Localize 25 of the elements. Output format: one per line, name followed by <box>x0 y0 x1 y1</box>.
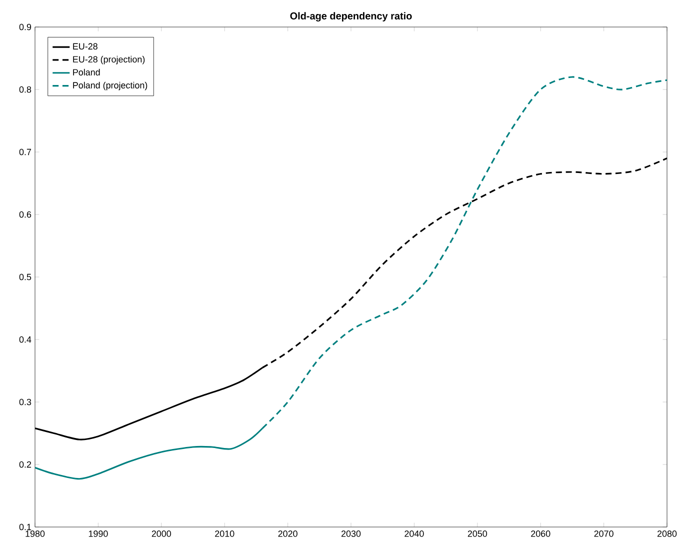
legend-label: Poland (projection) <box>73 82 148 90</box>
legend-label: EU-28 (projection) <box>73 56 145 64</box>
y-tick-label: 0.1 <box>19 524 32 530</box>
x-tick-label: 2030 <box>341 530 361 537</box>
legend-label: EU-28 <box>73 43 98 50</box>
x-tick-label: 1990 <box>88 530 108 537</box>
y-tick-label: 0.3 <box>19 398 32 406</box>
y-tick-label: 0.2 <box>19 461 32 468</box>
y-tick-label: 0.6 <box>19 211 32 218</box>
chart-title: Old-age dependency ratio <box>290 12 412 22</box>
y-tick-label: 0.8 <box>19 86 32 93</box>
x-tick-label: 2010 <box>215 530 234 537</box>
y-tick-label: 0.9 <box>19 24 32 30</box>
x-tick-label: 2040 <box>404 530 424 537</box>
x-tick-label: 2080 <box>657 530 677 537</box>
x-tick-label: 2050 <box>468 530 488 537</box>
x-tick-label: 2020 <box>278 530 298 537</box>
x-tick-label: 2000 <box>152 530 172 537</box>
y-tick-label: 0.4 <box>19 336 32 343</box>
legend-label: Poland <box>73 68 100 76</box>
y-tick-label: 0.7 <box>19 148 32 156</box>
x-tick-label: 2060 <box>531 530 550 537</box>
y-tick-label: 0.5 <box>19 274 32 280</box>
x-tick-label: 2070 <box>594 530 614 537</box>
x-tick-label: 1980 <box>26 530 45 537</box>
